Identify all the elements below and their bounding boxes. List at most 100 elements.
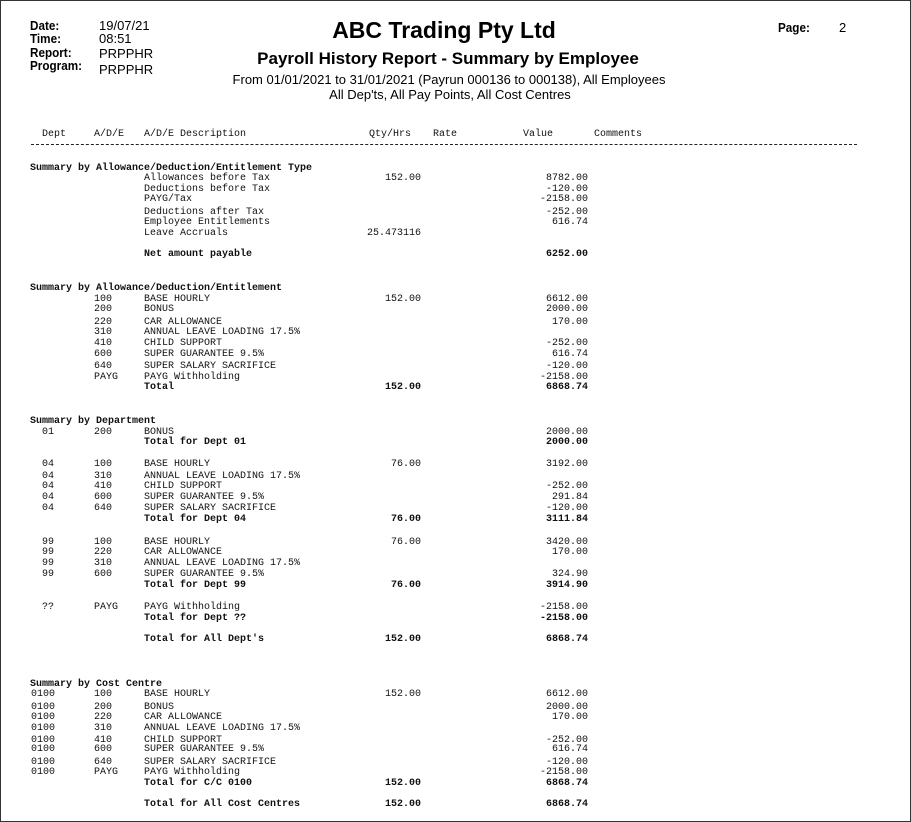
page-label: Page: <box>778 20 810 35</box>
row-qty: 152.00 <box>384 689 421 700</box>
report-title: Payroll History Report - Summary by Empl… <box>257 49 639 68</box>
row-ade-code: PAYG <box>94 602 119 613</box>
report-label: Report: <box>30 45 72 60</box>
row-value: 6252.00 <box>545 249 588 260</box>
row-value: 3914.90 <box>545 580 588 591</box>
row-dept: 04 <box>42 471 55 482</box>
row-dept: 99 <box>42 569 55 580</box>
row-value: -252.00 <box>545 735 588 746</box>
row-description: SUPER SALARY SACRIFICE <box>144 361 277 372</box>
row-description: Allowances before Tax <box>144 173 271 184</box>
row-description: ANNUAL LEAVE LOADING 17.5% <box>144 723 301 734</box>
row-description: BASE HOURLY <box>144 459 211 470</box>
row-description: ANNUAL LEAVE LOADING 17.5% <box>144 558 301 569</box>
row-dept: 99 <box>42 558 55 569</box>
program-value: PRPPHR <box>99 62 154 77</box>
row-description: CAR ALLOWANCE <box>144 712 223 723</box>
row-ade-code: 640 <box>94 503 113 514</box>
row-total-label: Total for All Cost Centres <box>144 799 301 810</box>
row-ade-code: 100 <box>94 537 113 548</box>
row-description: SUPER GUARANTEE 9.5% <box>144 492 265 503</box>
row-description: BONUS <box>144 304 175 315</box>
row-value: 324.90 <box>551 569 588 580</box>
row-value: 8782.00 <box>545 173 588 184</box>
row-value: 2000.00 <box>545 702 588 713</box>
row-ade-code: 410 <box>94 481 113 492</box>
row-dept: 0100 <box>31 689 56 700</box>
row-qty: 152.00 <box>384 382 421 393</box>
row-ade-code: PAYG <box>94 767 119 778</box>
row-qty: 152.00 <box>384 294 421 305</box>
row-value: 170.00 <box>551 317 588 328</box>
row-dept: 99 <box>42 537 55 548</box>
row-qty: 76.00 <box>390 537 421 548</box>
row-ade-code: 200 <box>94 427 113 438</box>
row-value: 6612.00 <box>545 294 588 305</box>
row-value: 2000.00 <box>545 304 588 315</box>
row-value: -252.00 <box>545 207 588 218</box>
col-ade: A/D/E <box>94 129 125 140</box>
row-ade-code: 410 <box>94 735 113 746</box>
row-description: CHILD SUPPORT <box>144 735 223 746</box>
row-description: BASE HOURLY <box>144 689 211 700</box>
row-total-label: Total for All Dept's <box>144 634 265 645</box>
row-description: Deductions after Tax <box>144 207 265 218</box>
row-value: 616.74 <box>551 349 588 360</box>
row-description: SUPER GUARANTEE 9.5% <box>144 744 265 755</box>
col-value: Value <box>523 129 554 140</box>
row-value: 6868.74 <box>545 382 588 393</box>
row-ade-code: 640 <box>94 361 113 372</box>
row-value: 3111.84 <box>545 514 588 525</box>
row-total-label: Total for Dept ?? <box>144 613 247 624</box>
row-value: 291.84 <box>551 492 588 503</box>
row-description: ANNUAL LEAVE LOADING 17.5% <box>144 327 301 338</box>
row-description: BONUS <box>144 702 175 713</box>
row-ade-code: 200 <box>94 304 113 315</box>
row-value: -252.00 <box>545 338 588 349</box>
row-total-label: Total for Dept 01 <box>144 437 247 448</box>
page-number: 2 <box>839 20 847 35</box>
row-description: SUPER GUARANTEE 9.5% <box>144 569 265 580</box>
section-heading: Summary by Allowance/Deduction/Entitleme… <box>30 163 313 174</box>
row-dept: 0100 <box>31 767 56 778</box>
row-qty: 25.473116 <box>366 228 421 239</box>
row-ade-code: 640 <box>94 757 113 768</box>
row-total-label: Total for C/C 0100 <box>144 778 253 789</box>
row-description: CAR ALLOWANCE <box>144 317 223 328</box>
row-value: -120.00 <box>545 757 588 768</box>
row-qty: 76.00 <box>390 514 421 525</box>
row-description: ANNUAL LEAVE LOADING 17.5% <box>144 471 301 482</box>
row-ade-code: 100 <box>94 294 113 305</box>
row-dept: 0100 <box>31 744 56 755</box>
row-ade-code: 310 <box>94 327 113 338</box>
col-dept: Dept <box>42 129 67 140</box>
row-ade-code: 410 <box>94 338 113 349</box>
row-ade-code: 100 <box>94 689 113 700</box>
row-ade-code: 220 <box>94 712 113 723</box>
row-ade-code: 310 <box>94 558 113 569</box>
row-ade-code: 310 <box>94 723 113 734</box>
row-dept: 0100 <box>31 702 56 713</box>
row-value: -2158.00 <box>539 372 588 383</box>
row-description: PAYG Withholding <box>144 767 241 778</box>
row-description: BONUS <box>144 427 175 438</box>
row-ade-code: PAYG <box>94 372 119 383</box>
row-dept: 04 <box>42 459 55 470</box>
row-ade-code: 600 <box>94 744 113 755</box>
row-dept: 04 <box>42 503 55 514</box>
row-value: 6868.74 <box>545 799 588 810</box>
company-name: ABC Trading Pty Ltd <box>332 17 556 43</box>
row-value: 2000.00 <box>545 437 588 448</box>
row-ade-code: 200 <box>94 702 113 713</box>
row-qty: 152.00 <box>384 778 421 789</box>
row-dept: 0100 <box>31 723 56 734</box>
section-heading: Summary by Department <box>30 416 157 427</box>
row-value: 616.74 <box>551 217 588 228</box>
row-value: -252.00 <box>545 481 588 492</box>
row-total-label: Total <box>144 382 175 393</box>
row-description: CHILD SUPPORT <box>144 481 223 492</box>
row-dept: 04 <box>42 481 55 492</box>
row-ade-code: 220 <box>94 317 113 328</box>
row-qty: 76.00 <box>390 459 421 470</box>
row-ade-code: 100 <box>94 459 113 470</box>
